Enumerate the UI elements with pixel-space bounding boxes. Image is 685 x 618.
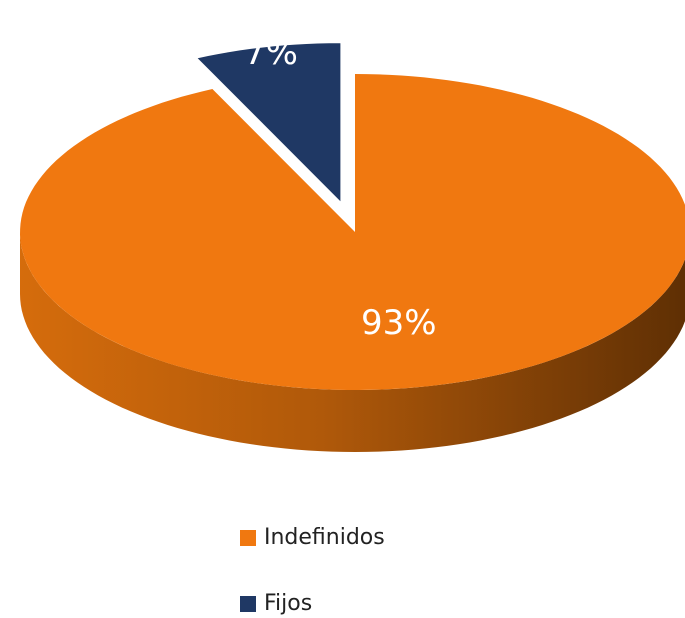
slice xyxy=(20,74,685,390)
slice-side xyxy=(20,232,685,452)
slice xyxy=(197,43,341,202)
slice-label: 7% xyxy=(244,33,298,73)
legend-swatch xyxy=(240,596,256,612)
slice-label: 93% xyxy=(361,303,437,343)
legend-label: Indefinidos xyxy=(264,525,385,550)
legend-label: Fijos xyxy=(264,591,312,616)
legend-swatch xyxy=(240,530,256,546)
